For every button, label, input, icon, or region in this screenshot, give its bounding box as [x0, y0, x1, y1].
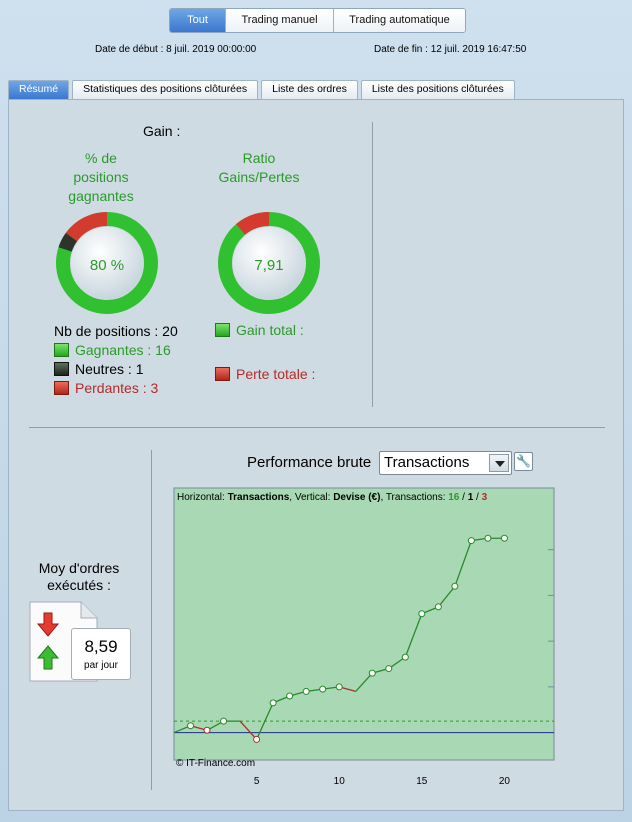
winning-donut	[56, 212, 158, 314]
neutral-legend-icon	[54, 362, 69, 376]
chart-point	[385, 665, 393, 673]
ratio-title: Ratio Gains/Pertes	[218, 150, 300, 185]
chart-point	[319, 685, 327, 693]
chart-x-tick-label: 20	[499, 776, 511, 785]
ratio-loss-arc	[236, 212, 270, 236]
orders-unit: par jour	[84, 660, 118, 671]
chart-point	[302, 687, 310, 695]
wrench-icon[interactable]: 🔧	[514, 452, 533, 471]
divider-vertical-top	[372, 122, 373, 407]
chart-copyright: © IT-Finance.com	[176, 758, 255, 769]
total-gain-label: Gain total :	[236, 322, 304, 338]
chart-series-segment	[239, 720, 258, 740]
filter-all-button[interactable]: Tout	[170, 9, 226, 32]
performance-select-value: Transactions	[384, 454, 470, 471]
divider-horizontal	[29, 427, 605, 428]
neutral-count: Neutres : 1	[75, 361, 144, 377]
performance-label: Performance brute	[247, 454, 372, 471]
chart-series-segment	[355, 672, 373, 692]
ratio-value: 7,91	[254, 257, 284, 274]
chevron-down-icon[interactable]	[489, 454, 509, 472]
performance-chart: 5 10 15 20 Horizontal: Transactions, Vertic…	[173, 487, 555, 785]
arrow-down-icon	[36, 612, 60, 637]
gain-title: Gain :	[143, 123, 181, 139]
total-loss-icon	[215, 367, 230, 381]
winning-legend-icon	[54, 343, 69, 357]
losing-count: Perdantes : 3	[75, 380, 159, 396]
tab-summary[interactable]: Résumé	[8, 80, 70, 99]
positions-count: Nb de positions : 20	[54, 323, 178, 339]
chart-point	[500, 534, 508, 542]
chart-series-segment	[256, 702, 274, 740]
total-gain-row: Gain total :	[215, 322, 304, 338]
orders-value: 8,59	[84, 637, 118, 656]
view-filter: Tout Trading manuel Trading automatique	[169, 8, 466, 33]
orders-value-box: 8,59 par jour	[71, 628, 131, 680]
donut-center	[71, 227, 143, 299]
chart-point	[467, 537, 475, 545]
total-loss-label: Perte totale :	[236, 366, 316, 382]
tab-closed-stats[interactable]: Statistiques des positions clôturées	[72, 80, 259, 99]
start-date: Date de début : 8 juil. 2019 00:00:00	[95, 44, 257, 55]
winning-count: Gagnantes : 16	[75, 342, 171, 358]
chart-point	[286, 692, 294, 700]
neutral-count-row: Neutres : 1	[54, 361, 143, 377]
performance-select[interactable]: Transactions	[379, 451, 512, 475]
donut-losing-arc	[65, 212, 108, 242]
losing-count-row: Perdantes : 3	[54, 380, 158, 396]
total-gain-icon	[215, 323, 230, 337]
tab-orders[interactable]: Liste des ordres	[261, 80, 358, 99]
chart-x-tick-label: 10	[334, 776, 346, 785]
chart-series-segment	[437, 585, 456, 608]
divider-vertical-bottom	[151, 450, 152, 790]
chart-point	[187, 722, 195, 730]
chart-point	[220, 717, 228, 725]
filter-auto-button[interactable]: Trading automatique	[334, 9, 465, 32]
chart-point	[269, 699, 277, 707]
losing-legend-icon	[54, 381, 69, 395]
chart-x-tick-label: 15	[416, 776, 428, 785]
filter-manual-button[interactable]: Trading manuel	[226, 9, 334, 32]
chart-point	[253, 735, 261, 743]
chart-x-tick-label: 5	[254, 776, 260, 785]
ratio-center	[233, 227, 305, 299]
chart-point	[335, 683, 343, 691]
winning-percent-title: % de positions gagnantes	[68, 150, 134, 204]
end-date: Date de fin : 12 juil. 2019 16:47:50	[374, 44, 527, 55]
chart-series-segment	[404, 613, 423, 658]
chart-series-segment	[454, 540, 473, 587]
winning-count-row: Gagnantes : 16	[54, 342, 171, 358]
winning-percent-value: 80 %	[89, 257, 125, 274]
chart-point	[484, 534, 492, 542]
chart-point	[434, 603, 442, 611]
chart-point	[418, 610, 426, 618]
total-loss-row: Perte totale :	[215, 366, 315, 382]
chart-plot-area	[173, 487, 555, 761]
arrow-up-icon	[36, 645, 60, 670]
tab-bar: Résumé Statistiques des positions clôtur…	[8, 80, 518, 99]
chart-point	[368, 669, 376, 677]
ratio-donut	[218, 212, 320, 314]
chart-point	[451, 582, 459, 590]
orders-average-title: Moy d'ordres exécutés :	[38, 560, 120, 593]
tab-closed-positions[interactable]: Liste des positions clôturées	[360, 80, 515, 99]
chart-info-line: Horizontal: Transactions, Vertical: Devi…	[177, 492, 488, 503]
chart-point	[401, 653, 409, 661]
donut-neutral-arc	[58, 233, 78, 252]
chart-point	[203, 726, 211, 734]
